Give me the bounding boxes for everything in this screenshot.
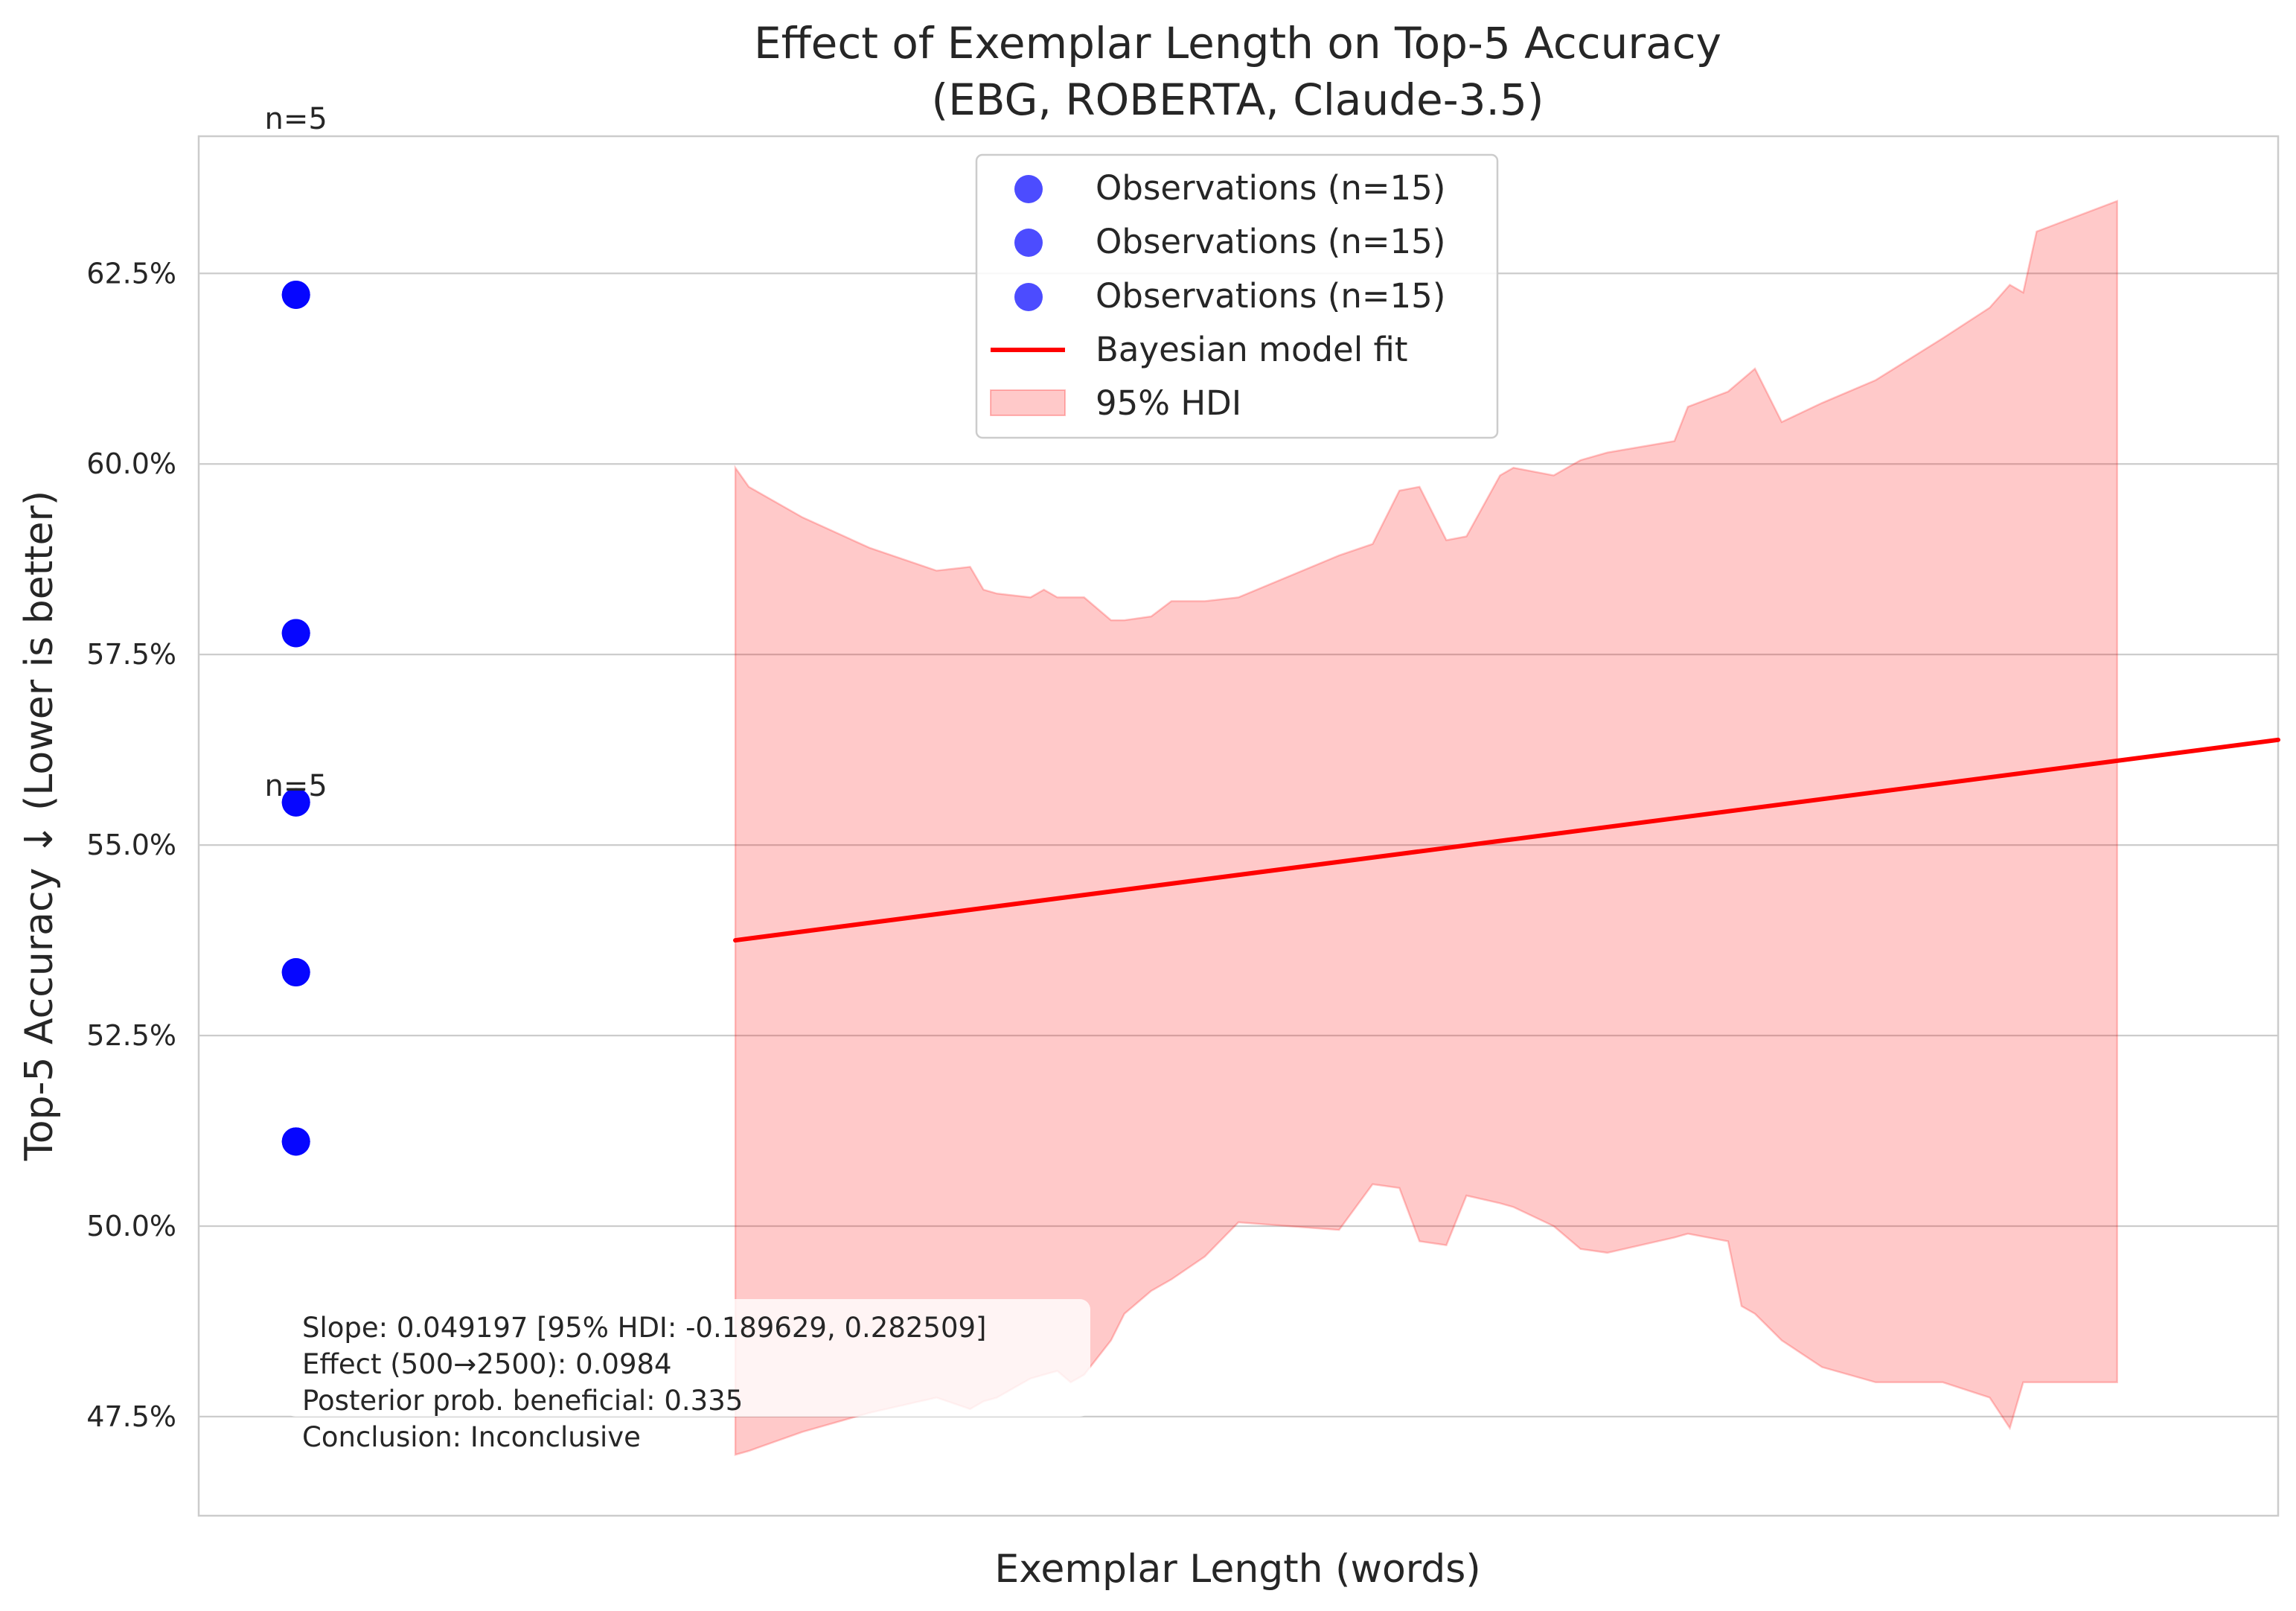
legend-label-model-fit: Bayesian model fit <box>1096 330 1408 369</box>
legend-box <box>975 153 1499 439</box>
y-tick-label: 50.0% <box>86 1210 176 1242</box>
stats-box-background <box>285 1299 1090 1417</box>
y-tick-labels: 47.5% 50.0% 52.5% 55.0% 57.5% 60.0% 62.5% <box>86 257 176 1433</box>
y-tick-label: 52.5% <box>86 1019 176 1052</box>
observation-point <box>281 788 310 817</box>
y-tick-label: 55.0% <box>86 829 176 861</box>
x-axis-label: Exemplar Length (words) <box>994 1547 1480 1592</box>
y-tick-label: 62.5% <box>86 257 176 290</box>
legend: Observations (n=15) Observations (n=15) … <box>975 153 1499 439</box>
legend-label-observations-2: Observations (n=15) <box>1096 222 1445 261</box>
legend-label-observations-3: Observations (n=15) <box>1096 276 1445 316</box>
count-annotations: n=5 n=5 <box>265 102 327 803</box>
chart-title-line-2: (EBG, ROBERTA, Claude-3.5) <box>931 74 1544 125</box>
fit-line-layer <box>733 737 2280 943</box>
legend-patch-hdi <box>990 389 1066 416</box>
observation-point <box>281 619 310 648</box>
legend-marker-observations-2 <box>1014 229 1043 257</box>
stats-line-slope: Slope: 0.049197 [95% HDI: -0.189629, 0.2… <box>302 1312 986 1344</box>
stats-line-effect: Effect (500→2500): 0.0984 <box>302 1348 672 1380</box>
chart-title-line-1: Effect of Exemplar Length on Top-5 Accur… <box>754 18 1721 68</box>
count-annotation: n=5 <box>265 769 327 803</box>
y-tick-label: 47.5% <box>86 1400 176 1433</box>
hdi-band-layer <box>734 200 2118 1456</box>
stats-line-conclusion: Conclusion: Inconclusive <box>302 1421 641 1453</box>
y-tick-label: 57.5% <box>86 638 176 671</box>
observations-layer <box>281 280 310 1156</box>
legend-marker-observations-1 <box>1014 175 1043 203</box>
legend-label-hdi: 95% HDI <box>1096 383 1241 423</box>
observation-point <box>281 1127 310 1156</box>
observation-point <box>281 958 310 987</box>
legend-label-observations-1: Observations (n=15) <box>1096 168 1445 208</box>
observation-point <box>281 280 310 309</box>
stats-box: Slope: 0.049197 [95% HDI: -0.189629, 0.2… <box>285 1299 1090 1453</box>
model-fit-line <box>733 737 2280 943</box>
y-axis-label: Top-5 Accuracy ↓ (Lower is better) <box>17 491 62 1161</box>
hdi-band <box>734 200 2118 1456</box>
stats-line-posterior: Posterior prob. beneficial: 0.335 <box>302 1385 743 1417</box>
count-annotation: n=5 <box>265 102 327 136</box>
y-tick-label: 60.0% <box>86 447 176 480</box>
legend-marker-observations-3 <box>1014 283 1043 311</box>
